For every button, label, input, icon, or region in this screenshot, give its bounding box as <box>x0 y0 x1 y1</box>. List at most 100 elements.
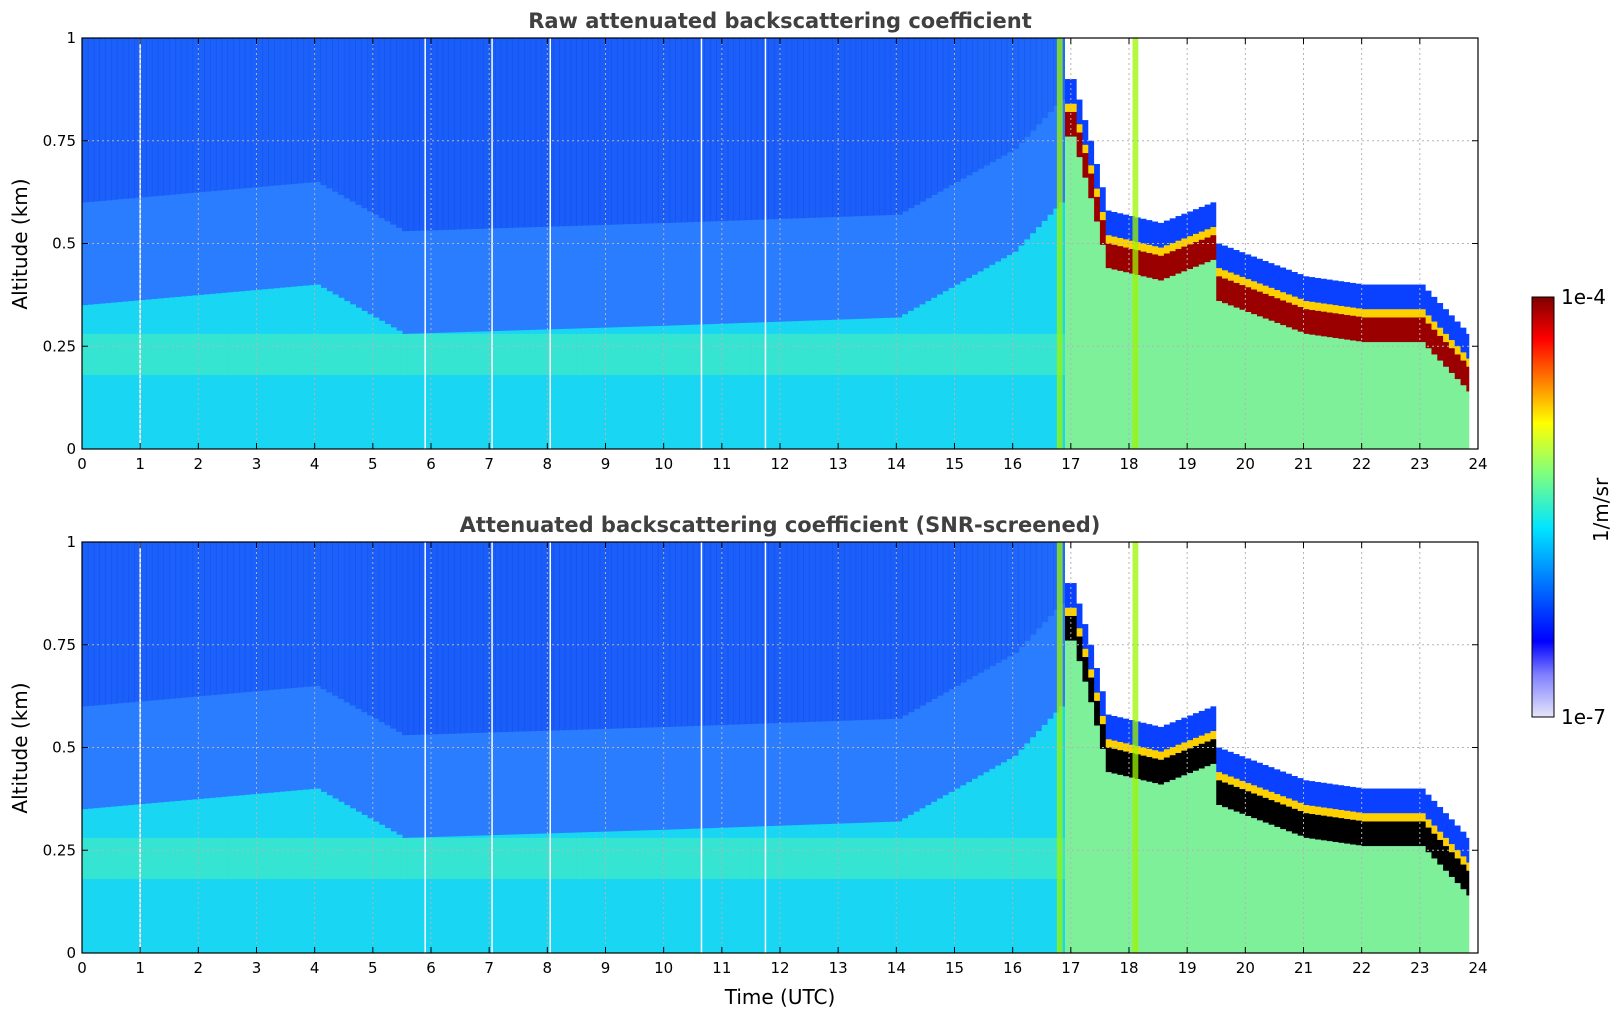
aerosol-band <box>239 837 246 880</box>
upper-layer <box>1001 38 1008 156</box>
aerosol-band <box>285 837 292 880</box>
aerosol-band <box>663 837 671 880</box>
aerosol-column <box>739 323 746 449</box>
cloud-layer <box>1163 253 1171 279</box>
sub-cloud-layer <box>1338 842 1345 953</box>
cloud-edge <box>1111 236 1118 245</box>
upper-layer <box>233 542 240 694</box>
aerosol-band <box>814 837 822 880</box>
cloud-layer <box>1384 317 1392 343</box>
upper-layer <box>849 542 857 721</box>
aerosol-column <box>605 831 612 953</box>
aerosol-column <box>902 314 909 449</box>
no-signal <box>1443 38 1450 310</box>
aerosol-column <box>588 328 595 449</box>
no-signal <box>1303 38 1310 277</box>
aerosol-column <box>99 303 106 449</box>
upper-layer <box>971 38 979 172</box>
upper-layer <box>617 38 624 225</box>
upper-layer <box>465 38 473 230</box>
upper-layer <box>151 38 159 197</box>
cloud-layer <box>1268 296 1276 321</box>
cloud-layer <box>1245 287 1252 312</box>
aerosol-band <box>704 837 711 880</box>
no-signal <box>1297 38 1305 275</box>
no-signal <box>1291 542 1299 776</box>
x-tick-label: 17 <box>1061 455 1080 473</box>
aerosol-band <box>93 333 101 376</box>
x-tick-label: 23 <box>1410 455 1429 473</box>
sub-cloud-layer <box>1332 842 1339 953</box>
cloud-layer <box>1216 276 1223 302</box>
aerosol-band <box>175 333 182 376</box>
upper-layer <box>727 542 735 725</box>
upper-layer <box>326 542 333 693</box>
upper-layer <box>355 38 362 205</box>
upper-layer <box>425 542 432 735</box>
cloud-edge <box>1140 218 1148 244</box>
upper-layer <box>297 542 304 688</box>
no-signal <box>1361 542 1369 789</box>
upper-layer <box>320 38 327 186</box>
cloud-layer <box>1123 751 1130 777</box>
cloud-layer <box>1303 813 1310 838</box>
upper-layer <box>529 542 537 732</box>
upper-layer <box>721 38 729 221</box>
cloud-edge <box>1315 278 1322 303</box>
cloud-layer <box>1419 821 1427 847</box>
sub-cloud-layer <box>1169 779 1177 953</box>
aerosol-column <box>873 822 880 953</box>
no-signal <box>1274 542 1281 770</box>
sub-cloud-layer <box>1379 342 1386 449</box>
upper-layer <box>337 542 345 700</box>
cloud-layer <box>1454 858 1462 884</box>
cloud-edge <box>1338 809 1345 819</box>
aerosol-column <box>506 834 514 953</box>
cloud-edge <box>1070 103 1078 112</box>
heatmap-raw <box>82 38 1478 449</box>
upper-layer <box>622 38 630 225</box>
upper-layer <box>105 38 112 201</box>
upper-layer <box>175 38 182 195</box>
sub-cloud-layer <box>1309 334 1316 449</box>
upper-layer <box>809 542 816 722</box>
upper-layer <box>314 38 322 182</box>
aerosol-column <box>576 832 583 953</box>
no-signal <box>1099 38 1107 188</box>
no-signal <box>1227 38 1235 248</box>
sub-cloud-layer <box>1158 784 1165 953</box>
upper-layer <box>268 542 275 690</box>
cloud-edge <box>1129 720 1136 745</box>
no-signal <box>1448 38 1456 316</box>
upper-layer <box>308 542 316 687</box>
cloud-layer <box>1326 312 1334 338</box>
upper-layer <box>966 542 973 680</box>
no-signal <box>1088 38 1095 141</box>
sub-cloud-layer <box>1320 336 1328 449</box>
upper-layer <box>733 38 740 221</box>
upper-layer <box>960 542 967 683</box>
cloud-edge <box>1204 204 1212 230</box>
sub-cloud-layer <box>1431 858 1438 953</box>
no-signal <box>1379 38 1386 285</box>
upper-layer <box>716 38 723 222</box>
aerosol-band <box>785 837 793 880</box>
aerosol-column <box>431 837 438 953</box>
x-tick-label: 20 <box>1236 455 1255 473</box>
cloud-edge <box>1222 749 1229 775</box>
aerosol-band <box>657 837 665 880</box>
aerosol-column <box>436 332 444 449</box>
no-signal <box>1099 542 1107 692</box>
cloud-layer <box>1088 677 1095 703</box>
upper-layer <box>390 542 397 729</box>
cloud-layer <box>1448 852 1456 877</box>
cloud-layer <box>1344 819 1351 844</box>
x-ticks-screened: 0 1 2 3 4 5 6 7 8 9 10 11 12 13 14 15 16 17 18 19 20 21 22 23 24 <box>77 542 1488 977</box>
aerosol-column <box>663 829 671 953</box>
no-signal <box>1204 38 1212 205</box>
no-signal <box>1286 542 1293 774</box>
aerosol-column <box>1053 208 1060 449</box>
upper-layer <box>303 542 310 687</box>
aerosol-band <box>87 837 95 880</box>
cloud-edge <box>1256 762 1264 788</box>
